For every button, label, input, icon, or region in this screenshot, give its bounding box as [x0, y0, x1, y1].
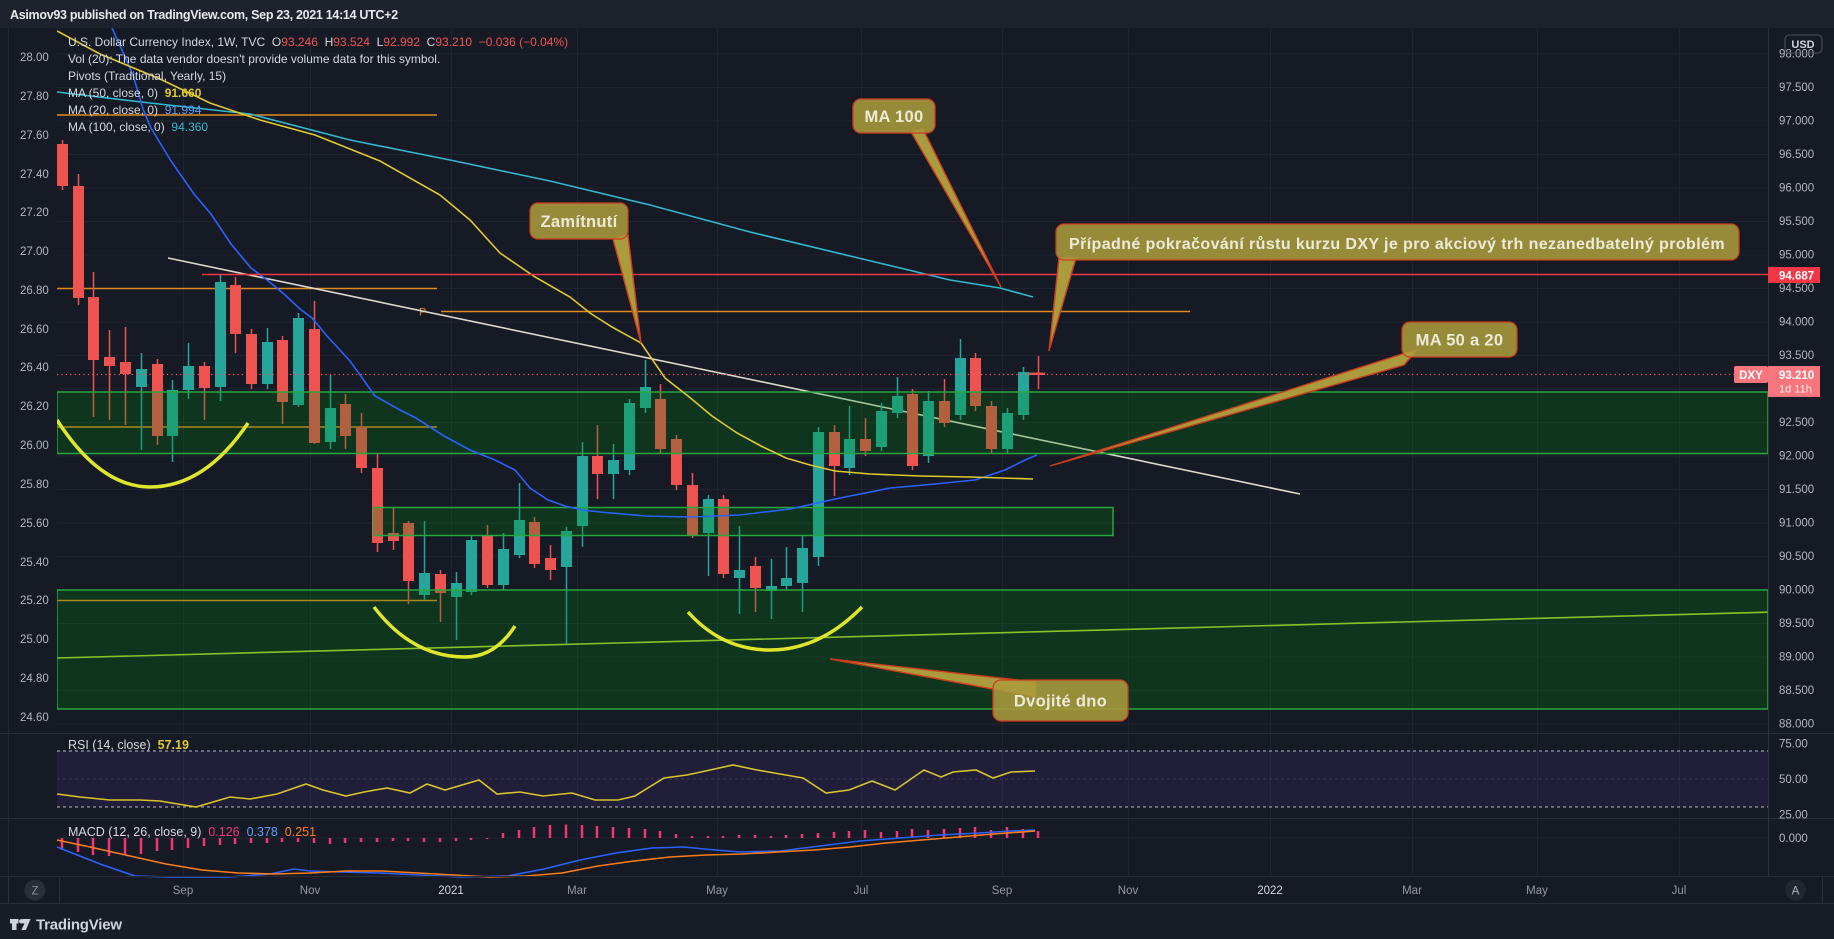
svg-text:DXY: DXY [1739, 370, 1763, 382]
svg-text:24.80: 24.80 [20, 673, 49, 685]
svg-text:94.687: 94.687 [1779, 271, 1814, 283]
svg-text:27.40: 27.40 [20, 169, 49, 181]
svg-text:MA (100, close, 0) 94.360: MA (100, close, 0) 94.360 [68, 120, 208, 134]
svg-text:25.40: 25.40 [20, 557, 49, 569]
svg-text:89.500: 89.500 [1779, 618, 1814, 630]
svg-text:Mar: Mar [1402, 885, 1422, 897]
svg-text:MA (20, close, 0) 91.994: MA (20, close, 0) 91.994 [68, 103, 202, 117]
svg-text:96.000: 96.000 [1779, 183, 1814, 195]
svg-text:91.000: 91.000 [1779, 518, 1814, 530]
svg-text:27.60: 27.60 [20, 130, 49, 142]
svg-text:1d 11h: 1d 11h [1779, 384, 1812, 396]
svg-text:Nov: Nov [1118, 885, 1139, 897]
svg-text:91.500: 91.500 [1779, 484, 1814, 496]
svg-text:MA (50, close, 0) 91.660: MA (50, close, 0) 91.660 [68, 86, 202, 100]
svg-text:26.40: 26.40 [20, 362, 49, 374]
svg-text:95.000: 95.000 [1779, 250, 1814, 262]
svg-text:0.000: 0.000 [1779, 833, 1808, 845]
svg-text:Vol (20): The data vendor does: Vol (20): The data vendor doesn't provid… [68, 52, 440, 66]
svg-text:26.80: 26.80 [20, 285, 49, 297]
svg-text:97.000: 97.000 [1779, 116, 1814, 128]
svg-text:27.00: 27.00 [20, 246, 49, 258]
svg-text:MA 50 a 20: MA 50 a 20 [1416, 331, 1504, 349]
svg-text:94.500: 94.500 [1779, 283, 1814, 295]
svg-text:92.500: 92.500 [1779, 417, 1814, 429]
svg-text:93.210: 93.210 [1779, 370, 1814, 382]
svg-text:25.00: 25.00 [20, 634, 49, 646]
svg-text:Jul: Jul [1672, 885, 1687, 897]
svg-text:A: A [1792, 886, 1800, 898]
svg-text:Případné pokračování růstu kur: Případné pokračování růstu kurzu DXY je … [1069, 236, 1725, 253]
svg-text:90.500: 90.500 [1779, 551, 1814, 563]
svg-text:May: May [706, 885, 728, 897]
svg-text:93.500: 93.500 [1779, 350, 1814, 362]
svg-text:Sep: Sep [173, 885, 193, 897]
svg-text:MACD (12, 26, close, 9) 0.126: MACD (12, 26, close, 9) 0.126 0.378 0.25… [68, 825, 316, 839]
svg-text:27.20: 27.20 [20, 207, 49, 219]
svg-text:26.00: 26.00 [20, 440, 49, 452]
svg-text:90.000: 90.000 [1779, 585, 1814, 597]
svg-text:92.000: 92.000 [1779, 451, 1814, 463]
svg-text:Pivots (Traditional, Yearly, 1: Pivots (Traditional, Yearly, 15) [68, 69, 226, 83]
svg-text:97.500: 97.500 [1779, 82, 1814, 94]
svg-text:88.000: 88.000 [1779, 719, 1814, 731]
svg-text:75.00: 75.00 [1779, 739, 1808, 751]
svg-text:25.80: 25.80 [20, 479, 49, 491]
svg-text:Nov: Nov [300, 885, 321, 897]
svg-text:Mar: Mar [567, 885, 587, 897]
svg-text:26.20: 26.20 [20, 401, 49, 413]
svg-text:USD: USD [1791, 39, 1814, 51]
svg-text:25.00: 25.00 [1779, 810, 1808, 822]
svg-text:RSI (14, close) 57.19: RSI (14, close) 57.19 [68, 738, 189, 752]
svg-text:May: May [1526, 885, 1548, 897]
svg-text:27.80: 27.80 [20, 91, 49, 103]
svg-text:Asimov93 published on TradingV: Asimov93 published on TradingView.com, S… [10, 8, 398, 22]
svg-text:Zamítnutí: Zamítnutí [541, 213, 619, 231]
svg-text:28.00: 28.00 [20, 52, 49, 64]
svg-text:25.60: 25.60 [20, 518, 49, 530]
svg-text:2022: 2022 [1257, 885, 1283, 897]
svg-text:Sep: Sep [992, 885, 1012, 897]
svg-text:50.00: 50.00 [1779, 774, 1808, 786]
svg-text:TradingView: TradingView [36, 917, 122, 934]
svg-text:MA 100: MA 100 [865, 108, 924, 126]
svg-text:25.20: 25.20 [20, 595, 49, 607]
svg-text:26.60: 26.60 [20, 324, 49, 336]
svg-text:98.000: 98.000 [1779, 49, 1814, 61]
svg-text:U.S. Dollar Currency Index, 1W: U.S. Dollar Currency Index, 1W, TVC O93.… [68, 35, 568, 49]
svg-text:P: P [419, 307, 426, 319]
svg-text:24.60: 24.60 [20, 712, 49, 724]
svg-text:95.500: 95.500 [1779, 216, 1814, 228]
svg-text:89.000: 89.000 [1779, 652, 1814, 664]
svg-text:Dvojité dno: Dvojité dno [1014, 692, 1107, 710]
svg-text:Jul: Jul [854, 885, 869, 897]
svg-text:94.000: 94.000 [1779, 317, 1814, 329]
svg-text:2021: 2021 [438, 885, 464, 897]
svg-text:Z: Z [31, 886, 38, 898]
svg-text:96.500: 96.500 [1779, 149, 1814, 161]
svg-text:88.500: 88.500 [1779, 685, 1814, 697]
